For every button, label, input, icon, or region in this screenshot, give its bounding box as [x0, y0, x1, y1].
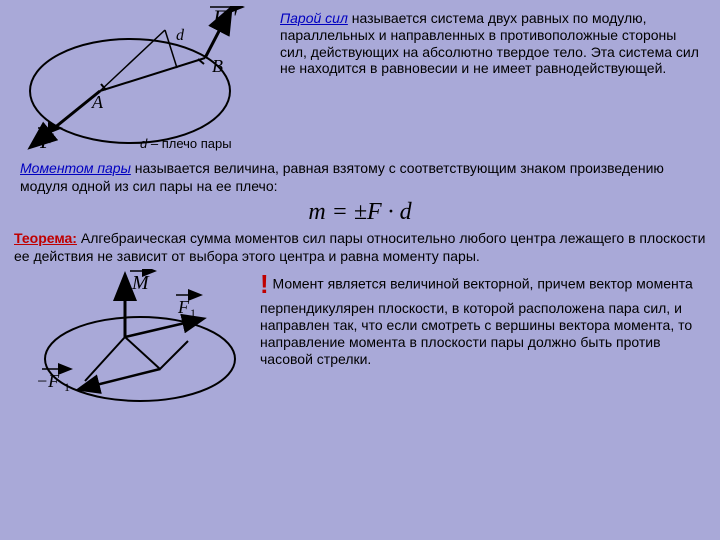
diagram1-caption: d – плечо пары	[140, 136, 232, 151]
theorem-label: Теорема:	[14, 230, 77, 246]
label-d: d	[176, 27, 185, 44]
diagram2-svg: M F 1 −F 1	[30, 269, 250, 409]
moment-vector-note: ! Момент является величиной векторной, п…	[250, 269, 708, 409]
label-mF1: −F	[36, 371, 60, 391]
label-A: A	[91, 92, 104, 112]
moment-vector-text: Момент является величиной векторной, при…	[260, 275, 693, 366]
label-F1: F	[177, 297, 190, 317]
theorem-text: Алгебраическая сумма моментов сил пары о…	[14, 230, 705, 264]
label-M: M	[131, 272, 150, 294]
diagram1-svg: A B d F F ʹ	[10, 6, 270, 156]
label-mF1-sub: 1	[64, 380, 70, 394]
label-F: F	[39, 128, 54, 153]
label-B: B	[212, 56, 223, 76]
definition-couple: Парой сил называется система двух равных…	[270, 6, 708, 156]
exclamation-icon: !	[260, 269, 269, 299]
term-couple: Парой сил	[280, 10, 348, 26]
definition-moment: Моментом пары называется величина, равна…	[0, 160, 720, 197]
label-F1-sub: 1	[190, 306, 196, 320]
label-Fp: F ʹ	[212, 6, 237, 30]
term-moment: Моментом пары	[20, 160, 131, 176]
couple-diagram: A B d F F ʹ d – плечо пары	[10, 6, 270, 156]
theorem-block: Теорема: Алгебраическая сумма моментов с…	[0, 230, 720, 267]
moment-formula: m = ±F · d	[0, 197, 720, 230]
moment-vector-diagram: M F 1 −F 1	[30, 269, 250, 409]
